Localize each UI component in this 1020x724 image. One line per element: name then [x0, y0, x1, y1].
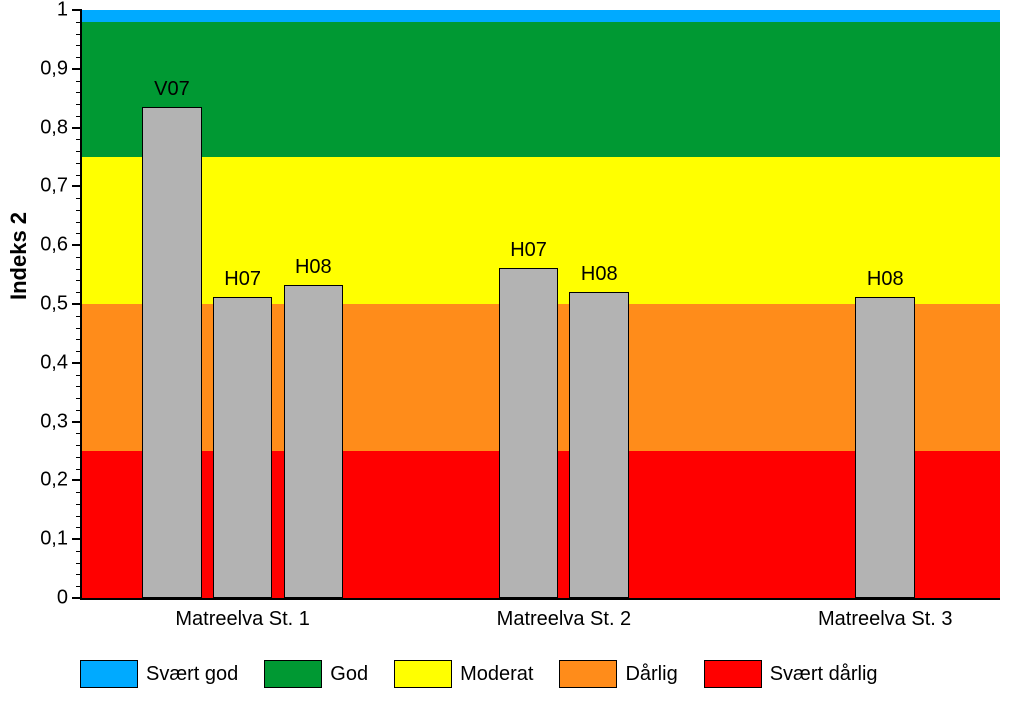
y-tick	[72, 538, 82, 540]
y-minor-tick	[76, 57, 82, 58]
plot-area: 00,10,20,30,40,50,60,70,80,91V07H07H08Ma…	[80, 10, 1000, 600]
y-minor-tick	[76, 22, 82, 23]
y-minor-tick	[76, 269, 82, 270]
bar	[142, 107, 202, 598]
legend-swatch	[80, 660, 138, 688]
y-tick-label: 0	[57, 587, 68, 610]
y-minor-tick	[76, 551, 82, 552]
y-tick	[72, 303, 82, 305]
y-minor-tick	[76, 386, 82, 387]
y-minor-tick	[76, 175, 82, 176]
y-minor-tick	[76, 504, 82, 505]
y-minor-tick	[76, 574, 82, 575]
y-minor-tick	[76, 563, 82, 564]
y-minor-tick	[76, 198, 82, 199]
quality-band	[82, 10, 1000, 22]
y-minor-tick	[76, 104, 82, 105]
legend-item: God	[264, 660, 368, 688]
y-minor-tick	[76, 516, 82, 517]
y-tick-label: 0,2	[40, 469, 68, 492]
bar-label: V07	[154, 78, 190, 101]
y-minor-tick	[76, 257, 82, 258]
legend-swatch	[264, 660, 322, 688]
legend-swatch	[559, 660, 617, 688]
legend-swatch	[704, 660, 762, 688]
y-tick-label: 0,3	[40, 410, 68, 433]
x-category-label: Matreelva St. 1	[175, 608, 310, 631]
legend-swatch	[394, 660, 452, 688]
legend-item: Dårlig	[559, 660, 677, 688]
y-axis-label: Indeks 2	[6, 212, 32, 300]
y-tick-label: 0,7	[40, 175, 68, 198]
legend-label: Svært dårlig	[770, 663, 878, 686]
bar-label: H08	[581, 263, 618, 286]
bar	[855, 297, 915, 598]
y-minor-tick	[76, 328, 82, 329]
y-minor-tick	[76, 316, 82, 317]
y-tick-label: 0,6	[40, 234, 68, 257]
legend-item: Svært god	[80, 660, 238, 688]
y-minor-tick	[76, 492, 82, 493]
y-minor-tick	[76, 398, 82, 399]
y-minor-tick	[76, 45, 82, 46]
y-tick	[72, 68, 82, 70]
y-minor-tick	[76, 292, 82, 293]
legend-label: God	[330, 663, 368, 686]
bar-label: H07	[224, 268, 261, 291]
chart-container: Indeks 2 0 0,1 0,2 0,3 0,4 0,5 0,6 0,7 0,8 0,9 1 V0…	[0, 0, 1020, 724]
y-tick	[72, 244, 82, 246]
bar-label: H08	[867, 268, 904, 291]
y-tick	[72, 479, 82, 481]
x-category-label: Matreelva St. 3	[818, 608, 953, 631]
y-minor-tick	[76, 163, 82, 164]
y-tick	[72, 597, 82, 599]
y-minor-tick	[76, 351, 82, 352]
bar-label: H08	[295, 256, 332, 279]
legend: Svært god God Moderat Dårlig Svært dårlig	[80, 660, 1000, 688]
y-minor-tick	[76, 210, 82, 211]
bar	[284, 285, 344, 598]
y-tick-label: 0,1	[40, 528, 68, 551]
legend-label: Dårlig	[625, 663, 677, 686]
y-minor-tick	[76, 457, 82, 458]
y-minor-tick	[76, 34, 82, 35]
y-minor-tick	[76, 233, 82, 234]
legend-item: Moderat	[394, 660, 533, 688]
y-tick-label: 0,4	[40, 351, 68, 374]
y-minor-tick	[76, 92, 82, 93]
y-tick-label: 1	[57, 0, 68, 22]
y-tick	[72, 362, 82, 364]
quality-band	[82, 22, 1000, 157]
legend-item: Svært dårlig	[704, 660, 878, 688]
y-minor-tick	[76, 280, 82, 281]
y-minor-tick	[76, 116, 82, 117]
y-tick-label: 0,8	[40, 116, 68, 139]
bar	[569, 292, 629, 598]
y-minor-tick	[76, 151, 82, 152]
y-minor-tick	[76, 586, 82, 587]
y-tick	[72, 421, 82, 423]
y-minor-tick	[76, 445, 82, 446]
bar	[499, 268, 559, 598]
y-minor-tick	[76, 222, 82, 223]
y-tick-label: 0,9	[40, 57, 68, 80]
y-tick-label: 0,5	[40, 293, 68, 316]
y-minor-tick	[76, 433, 82, 434]
y-minor-tick	[76, 81, 82, 82]
legend-label: Svært god	[146, 663, 238, 686]
y-minor-tick	[76, 139, 82, 140]
y-minor-tick	[76, 375, 82, 376]
y-minor-tick	[76, 527, 82, 528]
legend-label: Moderat	[460, 663, 533, 686]
y-minor-tick	[76, 339, 82, 340]
bar	[213, 297, 273, 598]
x-category-label: Matreelva St. 2	[497, 608, 632, 631]
y-minor-tick	[76, 469, 82, 470]
y-tick	[72, 185, 82, 187]
y-tick	[72, 127, 82, 129]
y-minor-tick	[76, 410, 82, 411]
bar-label: H07	[510, 239, 547, 262]
y-tick	[72, 9, 82, 11]
